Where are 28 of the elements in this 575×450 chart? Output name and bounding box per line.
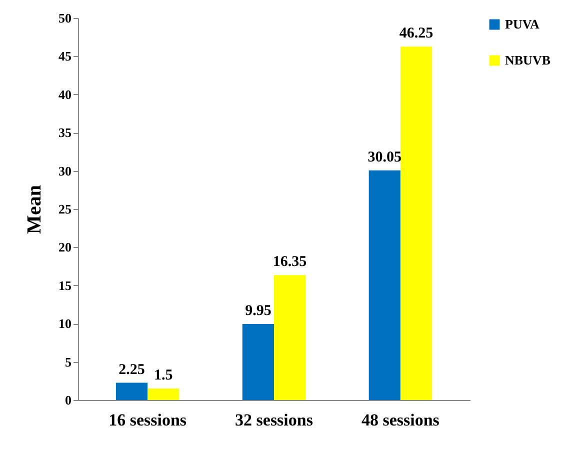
data-label: 2.25: [118, 362, 145, 378]
data-label: 9.95: [245, 302, 272, 319]
y-tick-label: 15: [58, 278, 72, 293]
bar: [116, 382, 148, 400]
bar: [274, 275, 306, 400]
y-tick-label: 30: [58, 163, 72, 178]
legend-label: PUVA: [505, 16, 540, 32]
y-tick-label: 40: [58, 86, 72, 102]
x-tick-label: 32 sessions: [235, 410, 314, 430]
y-axis-title: Mean: [24, 185, 46, 234]
bar: [242, 324, 274, 400]
y-tick-label: 0: [65, 392, 72, 408]
x-tick-label: 16 sessions: [108, 410, 187, 430]
y-tick-label: 5: [65, 354, 72, 370]
y-tick-label: 50: [58, 10, 72, 26]
y-tick-label: 10: [58, 316, 72, 332]
bar: [400, 46, 432, 400]
bar: [148, 388, 180, 400]
data-label: 46.25: [399, 26, 434, 42]
bar: [368, 170, 400, 400]
data-label: 16.35: [272, 254, 307, 270]
legend-label: NBUVB: [505, 52, 551, 68]
y-tick-label: 45: [58, 48, 72, 64]
y-tick-label: 25: [58, 202, 72, 216]
y-tick-label: 20: [58, 240, 72, 255]
x-tick-label: 48 sessions: [361, 410, 440, 430]
data-label: 1.5: [154, 368, 173, 384]
y-tick-label: 35: [58, 125, 72, 140]
